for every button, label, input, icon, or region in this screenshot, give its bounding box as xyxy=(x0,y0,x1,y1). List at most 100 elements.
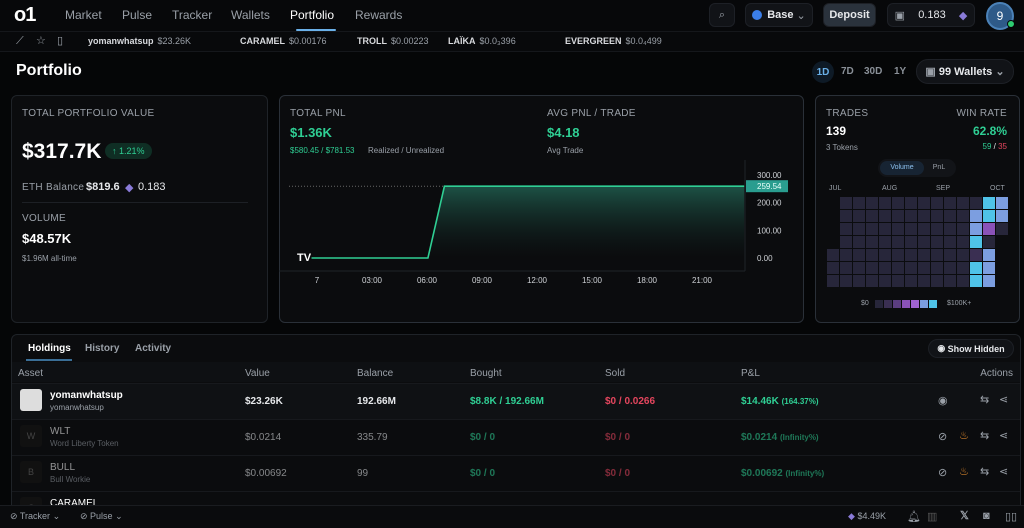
share-icon[interactable]: ⋖ xyxy=(999,466,1009,478)
heatmap-cell[interactable] xyxy=(840,236,852,248)
heatmap-cell[interactable] xyxy=(853,197,865,209)
heatmap-cell[interactable] xyxy=(879,249,891,261)
timeframe-1d[interactable]: 1D xyxy=(812,61,834,83)
eye-off-icon[interactable]: ⊘ xyxy=(938,467,948,479)
heatmap-cell[interactable] xyxy=(853,262,865,274)
heatmap-cell[interactable] xyxy=(879,210,891,222)
col-asset[interactable]: Asset xyxy=(18,368,44,379)
tab-activity[interactable]: Activity xyxy=(135,343,172,354)
bell-icon[interactable]: 🔔︎ xyxy=(907,511,921,523)
heatmap-cell[interactable] xyxy=(892,197,904,209)
heatmap-cell[interactable] xyxy=(957,262,969,274)
heatmap-cell[interactable] xyxy=(931,275,943,287)
heatmap-cell[interactable] xyxy=(970,275,982,287)
heatmap-cell[interactable] xyxy=(931,210,943,222)
heatmap-cell[interactable] xyxy=(905,210,917,222)
heatmap-cell[interactable] xyxy=(944,249,956,261)
heatmap-cell[interactable] xyxy=(931,262,943,274)
heatmap-cell[interactable] xyxy=(879,262,891,274)
heatmap-cell[interactable] xyxy=(905,197,917,209)
heatmap-cell[interactable] xyxy=(840,210,852,222)
nav-pulse[interactable]: Pulse xyxy=(122,8,153,22)
share-icon[interactable]: ⋖ xyxy=(999,394,1009,406)
heatmap-cell[interactable] xyxy=(840,262,852,274)
heatmap-cell[interactable] xyxy=(970,197,982,209)
heatmap-cell[interactable] xyxy=(970,236,982,248)
discord-icon[interactable]: ◙ xyxy=(983,510,990,522)
docs-book-icon[interactable]: ▯▯ xyxy=(1005,511,1018,523)
heatmap-cell[interactable] xyxy=(931,249,943,261)
ticker-item[interactable]: EVERGREEN $0.0₄499 xyxy=(565,36,662,46)
heatmap-cell[interactable] xyxy=(827,275,839,287)
heatmap-cell[interactable] xyxy=(879,275,891,287)
timeframe-1y[interactable]: 1Y xyxy=(894,66,907,77)
heatmap-cell[interactable] xyxy=(983,210,995,222)
heatmap-cell[interactable] xyxy=(970,223,982,235)
heatmap-cell[interactable] xyxy=(918,223,930,235)
swap-icon[interactable]: ⇆ xyxy=(980,394,990,406)
heatmap-cell[interactable] xyxy=(853,236,865,248)
nav-market[interactable]: Market xyxy=(65,8,102,22)
eye-off-icon[interactable]: ⊘ xyxy=(938,431,948,443)
footer-tracker[interactable]: ⊘ Tracker ⌄ xyxy=(10,511,61,521)
tab-holdings[interactable]: Holdings xyxy=(28,343,71,354)
nav-portfolio[interactable]: Portfolio xyxy=(290,8,335,22)
burn-flame-icon[interactable]: ♨ xyxy=(959,466,969,478)
table-row[interactable] xyxy=(12,419,1020,455)
token-symbol[interactable]: WLT xyxy=(50,426,71,437)
heatmap-cell[interactable] xyxy=(944,275,956,287)
table-row[interactable] xyxy=(12,455,1020,491)
tab-history[interactable]: History xyxy=(85,343,120,354)
ticker-item[interactable]: LAÏKA $0.0₃396 xyxy=(448,36,516,46)
heatmap-cell[interactable] xyxy=(879,197,891,209)
heatmap-cell[interactable] xyxy=(866,236,878,248)
heatmap-cell[interactable] xyxy=(853,275,865,287)
heatmap-cell[interactable] xyxy=(983,223,995,235)
heatmap-cell[interactable] xyxy=(905,262,917,274)
heatmap-cell[interactable] xyxy=(944,236,956,248)
token-symbol[interactable]: yomanwhatsup xyxy=(50,390,123,401)
heatmap-cell[interactable] xyxy=(853,249,865,261)
burn-flame-icon[interactable]: ♨ xyxy=(959,430,969,442)
heatmap-cell[interactable] xyxy=(931,197,943,209)
share-icon[interactable]: ⋖ xyxy=(999,430,1009,442)
heatmap-cell[interactable] xyxy=(918,197,930,209)
heatmap-cell[interactable] xyxy=(983,275,995,287)
heatmap-cell[interactable] xyxy=(970,249,982,261)
heatmap-cell[interactable] xyxy=(957,223,969,235)
deposit-button[interactable]: Deposit xyxy=(823,3,876,27)
heatmap-cell[interactable] xyxy=(866,249,878,261)
heatmap-cell[interactable] xyxy=(918,236,930,248)
wallets-selector[interactable]: ▣ 99 Wallets ⌄ xyxy=(916,59,1014,84)
heatmap-cell[interactable] xyxy=(892,236,904,248)
col-bought[interactable]: Bought xyxy=(470,368,502,379)
heatmap-cell[interactable] xyxy=(970,210,982,222)
heatmap-cell[interactable] xyxy=(866,210,878,222)
heatmap-cell[interactable] xyxy=(931,223,943,235)
col-balance[interactable]: Balance xyxy=(357,368,394,379)
heatmap-cell[interactable] xyxy=(983,236,995,248)
heatmap-cell[interactable] xyxy=(827,262,839,274)
heatmap-cell[interactable] xyxy=(866,275,878,287)
heatmap-cell[interactable] xyxy=(840,223,852,235)
heatmap-cell[interactable] xyxy=(866,223,878,235)
token-symbol[interactable]: CARAMEL xyxy=(50,498,99,509)
star-icon[interactable]: ☆ xyxy=(36,35,46,47)
heatmap-cell[interactable] xyxy=(944,197,956,209)
heatmap-cell[interactable] xyxy=(853,223,865,235)
heatmap-cell[interactable] xyxy=(892,223,904,235)
heatmap-cell[interactable] xyxy=(918,262,930,274)
heatmap-cell[interactable] xyxy=(931,236,943,248)
nav-rewards[interactable]: Rewards xyxy=(355,8,403,22)
heatmap-cell[interactable] xyxy=(866,197,878,209)
heatmap-cell[interactable] xyxy=(996,210,1008,222)
heatmap-cell[interactable] xyxy=(879,236,891,248)
table-row[interactable] xyxy=(12,383,1020,419)
heatmap-cell[interactable] xyxy=(957,249,969,261)
heatmap-cell[interactable] xyxy=(892,275,904,287)
nav-tracker[interactable]: Tracker xyxy=(172,8,213,22)
heatmap-cell[interactable] xyxy=(892,262,904,274)
ticker-item[interactable]: CARAMEL $0.00176 xyxy=(240,36,327,46)
col-pnl[interactable]: P&L xyxy=(741,368,760,379)
heatmap-cell[interactable] xyxy=(983,249,995,261)
